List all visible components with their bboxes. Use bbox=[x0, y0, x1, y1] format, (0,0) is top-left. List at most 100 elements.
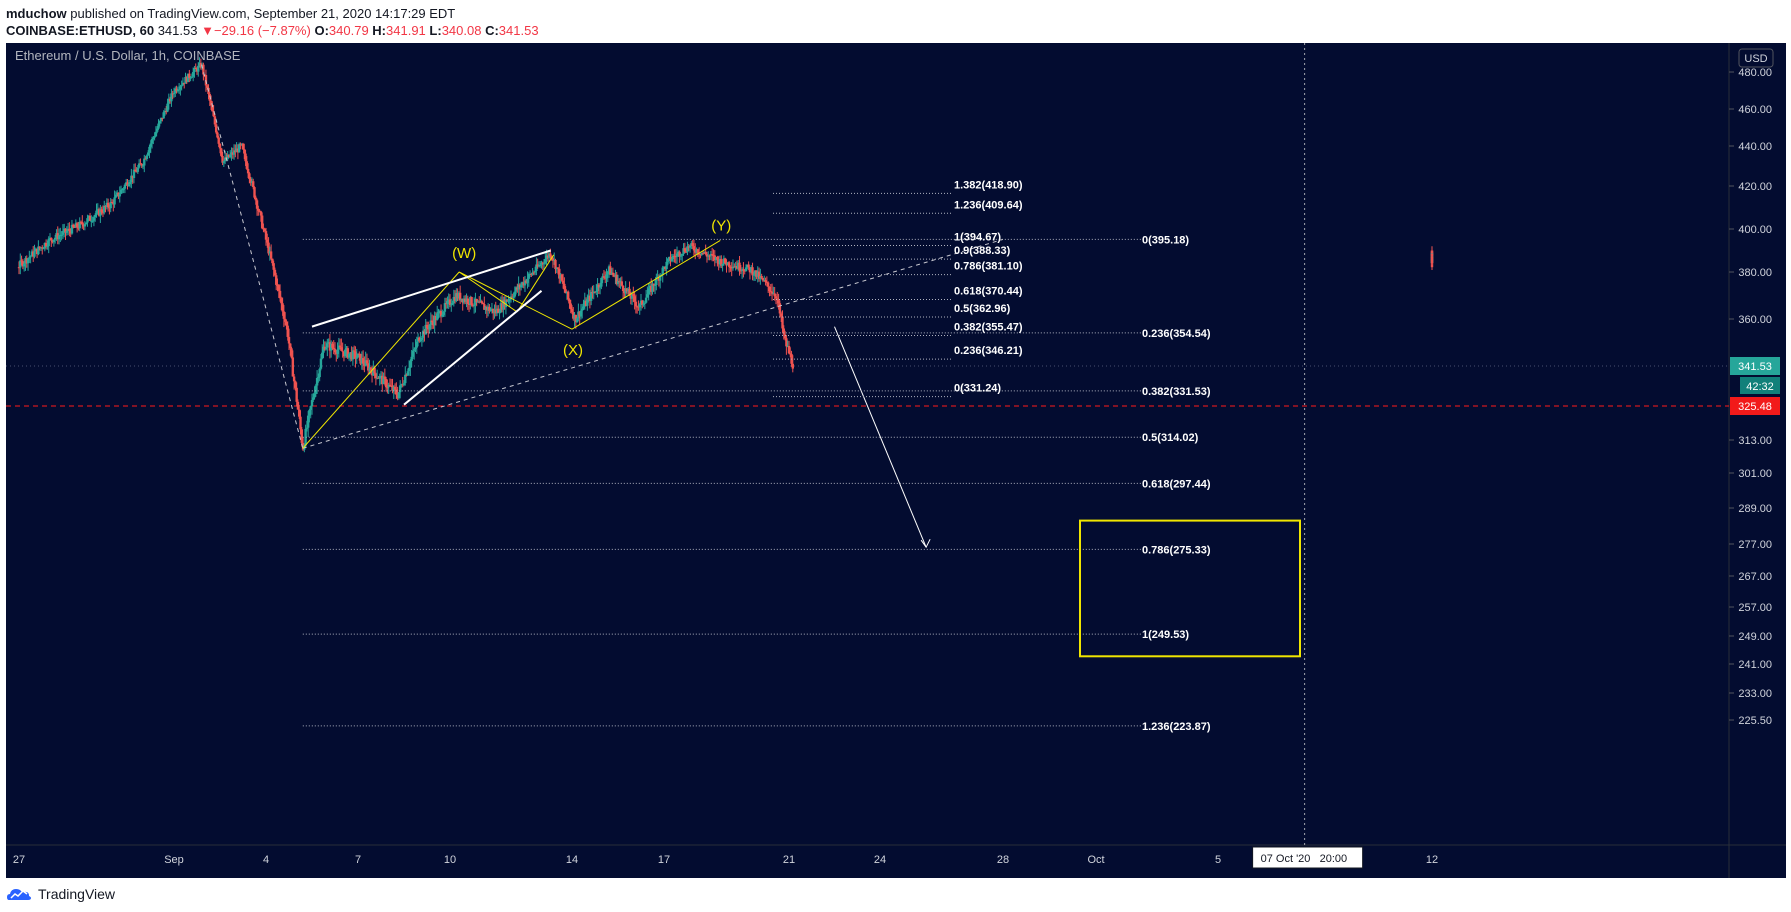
candle-body bbox=[360, 358, 364, 364]
author-name[interactable]: mduchow bbox=[6, 6, 67, 21]
trend-line-up bbox=[302, 238, 1004, 449]
candle-body bbox=[573, 314, 576, 319]
candle-body bbox=[289, 343, 292, 349]
candle-body bbox=[609, 266, 612, 275]
x-tick-label: 21 bbox=[783, 854, 795, 866]
candle-body bbox=[190, 76, 194, 78]
candle-body bbox=[198, 63, 201, 66]
candle-body bbox=[363, 363, 366, 366]
candle-body bbox=[329, 343, 333, 351]
y-tick-label: 313.00 bbox=[1738, 435, 1772, 447]
candle-body bbox=[761, 277, 765, 281]
candle-body bbox=[119, 189, 123, 194]
candle-body bbox=[253, 187, 256, 198]
candle-body bbox=[700, 252, 703, 255]
candle-body bbox=[414, 347, 417, 350]
candle-body bbox=[474, 298, 477, 306]
candle-body bbox=[489, 309, 492, 312]
candle-body bbox=[560, 274, 564, 281]
candle-body bbox=[456, 293, 459, 299]
candle-body bbox=[734, 266, 737, 268]
footer: TradingView bbox=[0, 878, 1791, 912]
candle-body bbox=[540, 262, 543, 265]
candle-body bbox=[430, 320, 434, 322]
candle-body bbox=[364, 360, 367, 366]
candle-body bbox=[437, 311, 440, 314]
candle-body bbox=[232, 150, 236, 155]
candle-body bbox=[619, 281, 622, 283]
candle-body bbox=[235, 148, 238, 153]
candle-body bbox=[634, 301, 638, 307]
candle-body bbox=[458, 292, 462, 301]
candle-body bbox=[605, 274, 608, 279]
candle-body bbox=[359, 353, 362, 364]
candle-body bbox=[610, 272, 613, 275]
candle-body bbox=[505, 299, 509, 302]
candle-body bbox=[464, 298, 467, 302]
candle-body bbox=[43, 242, 47, 249]
trend-line-down bbox=[201, 64, 304, 449]
candle-body bbox=[212, 111, 215, 117]
candle-body bbox=[500, 303, 504, 310]
candle-body bbox=[650, 285, 653, 292]
candle-body bbox=[218, 143, 222, 149]
candle-body bbox=[678, 251, 681, 257]
candle-body bbox=[692, 246, 696, 251]
level-tag bbox=[1730, 397, 1780, 415]
price-chart[interactable]: Ethereum / U.S. Dollar, 1h, COINBASE USD… bbox=[6, 43, 1786, 878]
candle-body bbox=[176, 89, 180, 92]
candle-body bbox=[554, 259, 557, 270]
candle-body bbox=[735, 266, 739, 269]
x-tick-label: 24 bbox=[874, 854, 886, 866]
candle-body bbox=[361, 358, 365, 364]
countdown-tag bbox=[1740, 377, 1780, 394]
y-tick-label: 249.00 bbox=[1738, 631, 1772, 643]
candle-body bbox=[226, 154, 229, 160]
x-tick-label: 4 bbox=[263, 854, 269, 866]
candle-body bbox=[480, 301, 483, 304]
y-tick-label: 267.00 bbox=[1738, 571, 1772, 583]
chart-panel[interactable]: Ethereum / U.S. Dollar, 1h, COINBASE USD… bbox=[6, 43, 1786, 878]
fib-level-label: 1.382(418.90) bbox=[954, 179, 1023, 191]
candle-body bbox=[46, 246, 49, 248]
candle-body bbox=[453, 296, 457, 302]
candle-body bbox=[161, 117, 164, 119]
candle-body bbox=[544, 259, 547, 264]
candle-body bbox=[75, 223, 79, 228]
candle-body bbox=[565, 291, 569, 294]
candle-body bbox=[493, 309, 496, 314]
candle-body bbox=[84, 222, 88, 225]
wave-line bbox=[516, 254, 555, 313]
candle-body bbox=[370, 370, 374, 376]
candle-body bbox=[739, 270, 743, 272]
candle-body bbox=[407, 367, 411, 372]
y-tick-label: 257.00 bbox=[1738, 602, 1772, 614]
candle-body bbox=[578, 311, 581, 317]
candle-body bbox=[328, 342, 332, 351]
tradingview-logo[interactable]: TradingView bbox=[6, 886, 115, 902]
candle-body bbox=[221, 155, 224, 163]
candle-body bbox=[589, 291, 593, 301]
currency-button[interactable] bbox=[1738, 48, 1774, 68]
candle-body bbox=[791, 363, 794, 369]
y-tick-label: 420.00 bbox=[1738, 181, 1772, 193]
candle-body bbox=[354, 351, 357, 359]
candle-body bbox=[539, 264, 542, 266]
candle-body bbox=[283, 318, 287, 322]
fib-level-label: 1(394.67) bbox=[954, 231, 1001, 243]
candle-body bbox=[30, 251, 34, 257]
time-axis[interactable]: 27 Sep 4 7 10 14 17 21 24 28 Oct 5 12 bbox=[13, 854, 1438, 866]
candle-body bbox=[494, 309, 497, 314]
candle-body bbox=[177, 89, 181, 91]
candle-body bbox=[319, 358, 323, 369]
candle-body bbox=[618, 281, 621, 283]
candle-body bbox=[655, 277, 658, 286]
candle-body bbox=[156, 128, 159, 132]
candle-body bbox=[486, 306, 490, 311]
price-axis[interactable]: 480.00 460.00 440.00 420.00 400.00 380.00 360.… bbox=[1729, 67, 1772, 727]
candle-body bbox=[22, 263, 26, 267]
candle-body bbox=[763, 280, 766, 282]
brand-name: TradingView bbox=[38, 886, 116, 902]
fib-level-label: 0.5(314.02) bbox=[1142, 432, 1199, 444]
candle-body bbox=[48, 237, 52, 239]
